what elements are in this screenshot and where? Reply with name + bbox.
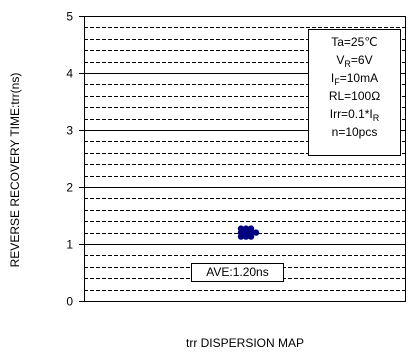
condition-reverse-voltage: VR=6V	[336, 53, 373, 69]
y-tick-label: 2	[66, 181, 73, 195]
condition-irr: Irr=0.1*IR	[329, 107, 380, 123]
condition-forward-current: IF=10mA	[330, 71, 379, 87]
y-axis-label-wrap: REVERSE RECOVERY TIME:trr(ns)	[0, 0, 30, 356]
average-label: AVE:1.20ns	[191, 263, 284, 282]
y-tick-label: 4	[66, 67, 73, 81]
data-point	[237, 233, 245, 240]
data-point	[242, 233, 250, 240]
y-tick-label: 5	[66, 10, 73, 24]
condition-sample-count: n=10pcs	[331, 125, 378, 139]
condition-load-resistance: RL=100Ω	[328, 89, 381, 103]
data-point	[247, 233, 255, 240]
y-tick-label: 3	[66, 124, 73, 138]
data-point	[252, 229, 260, 236]
conditions-box: Ta=25℃ VR=6V IF=10mA RL=100Ω Irr=0.1*IR …	[308, 29, 401, 156]
y-axis-label: REVERSE RECOVERY TIME:trr(ns)	[8, 72, 22, 268]
y-tick-label: 0	[66, 295, 73, 309]
condition-temperature: Ta=25℃	[331, 35, 378, 49]
x-axis-label: trr DISPERSION MAP	[185, 336, 304, 350]
y-tick-label: 1	[66, 238, 73, 252]
